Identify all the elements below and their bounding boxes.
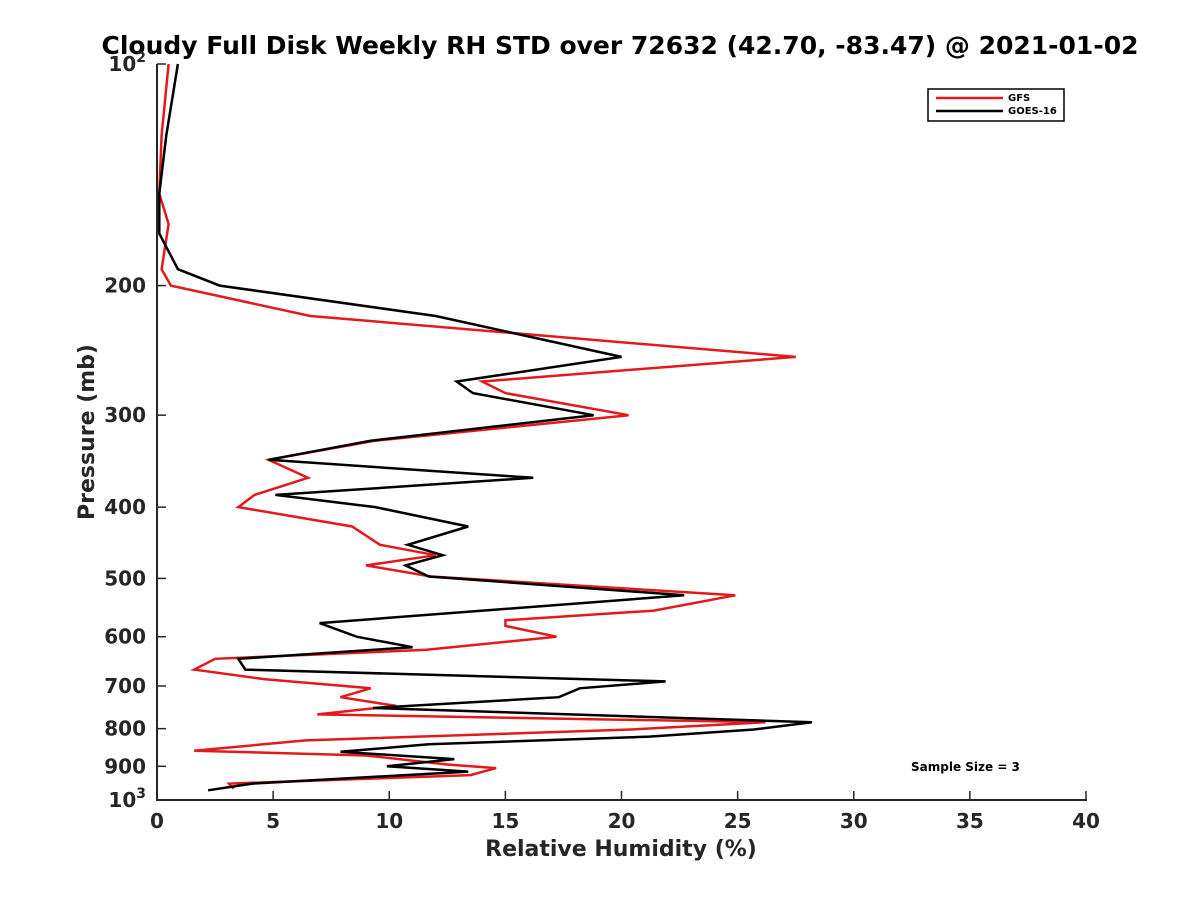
x-tick-label: 0 xyxy=(150,809,164,833)
y-tick-label: 103 xyxy=(108,786,146,812)
x-tick-label: 35 xyxy=(956,809,984,833)
x-axis-label: Relative Humidity (%) xyxy=(485,837,757,862)
legend-label-goes16: GOES-16 xyxy=(1008,106,1057,117)
y-tick-label: 700 xyxy=(104,674,146,698)
x-tick-label: 10 xyxy=(375,809,403,833)
x-ticks: 0 5 10 15 20 25 30 35 40 xyxy=(150,791,1100,833)
series-layer xyxy=(158,63,813,792)
y-tick-label: 500 xyxy=(104,566,146,590)
legend: GFS GOES-16 xyxy=(927,88,1065,122)
x-tick-label: 30 xyxy=(840,809,868,833)
y-ticks: 102 200 300 400 500 600 700 800 900 103 xyxy=(104,50,166,812)
y-tick-label: 300 xyxy=(104,403,146,427)
series-line-goes16 xyxy=(158,63,813,792)
sample-size-annotation: Sample Size = 3 xyxy=(911,760,1020,774)
y-axis-label: Pressure (mb) xyxy=(75,344,100,520)
x-tick-label: 25 xyxy=(724,809,752,833)
series-line-gfs xyxy=(158,63,796,790)
y-tick-label: 600 xyxy=(104,625,146,649)
x-tick-label: 15 xyxy=(491,809,519,833)
x-tick-label: 20 xyxy=(608,809,636,833)
y-tick-label: 900 xyxy=(104,754,146,778)
y-tick-label: 200 xyxy=(104,274,146,298)
x-tick-label: 40 xyxy=(1072,809,1100,833)
legend-box xyxy=(927,88,1065,122)
x-tick-label: 5 xyxy=(266,809,280,833)
y-tick-label: 102 xyxy=(108,50,146,76)
chart-title: Cloudy Full Disk Weekly RH STD over 7263… xyxy=(101,31,1138,60)
y-tick-label: 800 xyxy=(104,717,146,741)
y-tick-label: 400 xyxy=(104,495,146,519)
legend-label-gfs: GFS xyxy=(1008,93,1030,104)
